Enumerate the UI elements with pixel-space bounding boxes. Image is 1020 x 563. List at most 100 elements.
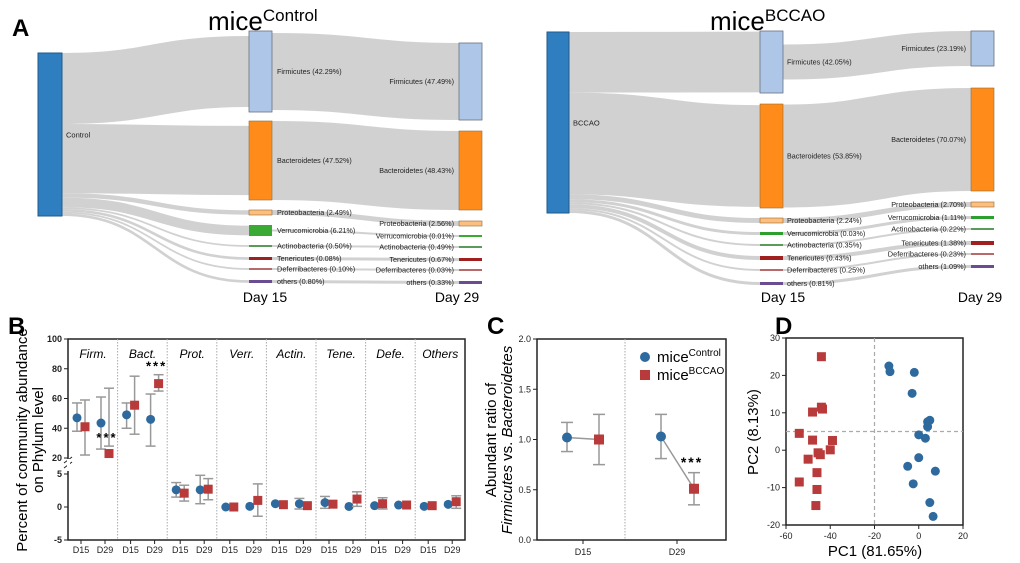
category-label: Prot.	[180, 347, 205, 361]
x-tick-label: D15	[73, 545, 90, 555]
y-tick-label: -20	[767, 520, 780, 530]
control-point	[419, 501, 429, 511]
sankey-node	[759, 103, 784, 209]
sankey-link	[782, 241, 972, 260]
sankey-node-outline	[248, 30, 273, 113]
sankey-link	[271, 257, 460, 261]
y-label-part: vs.	[499, 438, 516, 466]
sankey-link	[782, 88, 972, 208]
x-tick-label: D15	[575, 547, 592, 557]
legend-name: mice	[657, 367, 689, 384]
sankey-node-label: Bacteroidetes (53.85%)	[787, 152, 862, 161]
bccao-point	[253, 495, 263, 505]
sankey-node-label: others (0.80%)	[277, 277, 325, 286]
bccao-point	[827, 435, 837, 445]
x-tick-label: D29	[97, 545, 114, 555]
x-tick-label: D15	[370, 545, 387, 555]
sankey-node	[970, 201, 995, 208]
y-axis-label: Firmicutes vs. Bacteroidetes	[499, 345, 516, 534]
sankey-node-label: others (0.33%)	[406, 278, 454, 287]
sankey-node	[248, 209, 273, 216]
sankey-node	[971, 241, 994, 245]
control-point	[320, 498, 330, 508]
bccao-point	[811, 501, 821, 511]
sankey-link	[568, 204, 761, 260]
control-point	[270, 499, 280, 509]
y-tick-label: 0	[775, 445, 780, 455]
sankey-source-node	[546, 31, 570, 214]
y-tick-label: 80	[52, 364, 62, 374]
bccao-point	[179, 488, 189, 498]
sankey-link	[61, 197, 250, 236]
bccao-point	[427, 501, 437, 511]
sankey-node-label: others (1.09%)	[918, 262, 966, 271]
y-tick-label: 20	[770, 370, 780, 380]
control-point	[96, 418, 106, 428]
sankey-link	[568, 199, 761, 235]
significance-marker: ***	[96, 430, 117, 445]
x-axis-label: PC1 (81.65%)	[828, 543, 922, 560]
panel-letter: D	[775, 313, 792, 340]
sankey-node-label: Tenericutes (0.67%)	[389, 255, 454, 264]
sankey-node	[760, 256, 783, 260]
y-tick-label: -10	[767, 483, 780, 493]
sankey-link	[568, 210, 761, 285]
sankey-node-label: Firmicutes (23.19%)	[901, 44, 966, 53]
y-axis-label: Percent of community abundance	[14, 328, 31, 551]
legend-control-marker	[640, 352, 650, 362]
sankey-link	[61, 207, 250, 247]
sankey-node-label: Proteobacteria (2.70%)	[891, 200, 966, 209]
control-point	[245, 501, 255, 511]
category-label: Tene.	[326, 347, 356, 361]
sankey-link	[271, 268, 460, 271]
x-tick-label: D29	[146, 545, 163, 555]
sankey-node	[759, 217, 784, 224]
y-tick-label: 20	[52, 453, 62, 463]
title-superscript: Control	[263, 6, 318, 25]
sankey-title: miceBCCAO	[710, 6, 825, 36]
sankey-node	[971, 265, 994, 268]
sankey-node	[458, 220, 483, 227]
y-tick-label: -5	[54, 535, 62, 545]
sankey-source-label: BCCAO	[573, 119, 600, 128]
sankey-node-label: Bacteroidetes (47.52%)	[277, 156, 352, 165]
y-label-part: Bacteroidetes	[499, 345, 516, 437]
y-tick-label: 30	[770, 333, 780, 343]
sankey-node-label: Deferribacteres (0.23%)	[888, 250, 967, 259]
sankey-node	[970, 30, 995, 67]
control-point	[394, 500, 404, 510]
x-tick-label: -60	[779, 531, 792, 541]
y-tick-label: 0.5	[518, 485, 531, 495]
bccao-point	[816, 352, 826, 362]
sankey-node-outline	[970, 30, 995, 67]
control-point	[294, 499, 304, 509]
y-label-part: Firmicutes	[499, 465, 516, 535]
bccao-point	[451, 497, 461, 507]
sankey-node-label: Proteobacteria (2.49%)	[277, 208, 352, 217]
sankey-node-label: Verrucomicrobia (6.21%)	[277, 226, 356, 235]
sankey-link	[61, 193, 250, 215]
title-superscript: BCCAO	[765, 6, 825, 25]
y-tick-label: 60	[52, 394, 62, 404]
day-label: Day 29	[958, 289, 1003, 305]
x-tick-label: D15	[122, 545, 139, 555]
category-label: Verr.	[229, 347, 254, 361]
sankey-link	[271, 33, 460, 120]
sankey-node-label: Actinobacteria (0.35%)	[787, 241, 862, 250]
sankey-link	[568, 202, 761, 246]
sankey-link	[271, 210, 460, 226]
panel-letter: C	[487, 313, 504, 340]
sankey-node-label: Firmicutes (42.05%)	[787, 58, 852, 67]
sankey-node	[760, 269, 783, 271]
sankey-node-label: Deferribacteres (0.25%)	[787, 266, 866, 275]
bccao-point	[818, 404, 828, 414]
sankey-node-label: Firmicutes (42.29%)	[277, 67, 342, 76]
x-tick-label: D15	[271, 545, 288, 555]
y-tick-label: 10	[770, 408, 780, 418]
sankey-node	[458, 42, 483, 121]
day-label: Day 29	[435, 289, 480, 305]
y-tick-label: 5	[57, 469, 62, 479]
sankey-node-label: Tenericutes (0.08%)	[277, 254, 342, 263]
y-axis-label: PC2 (8.13%)	[745, 389, 762, 475]
